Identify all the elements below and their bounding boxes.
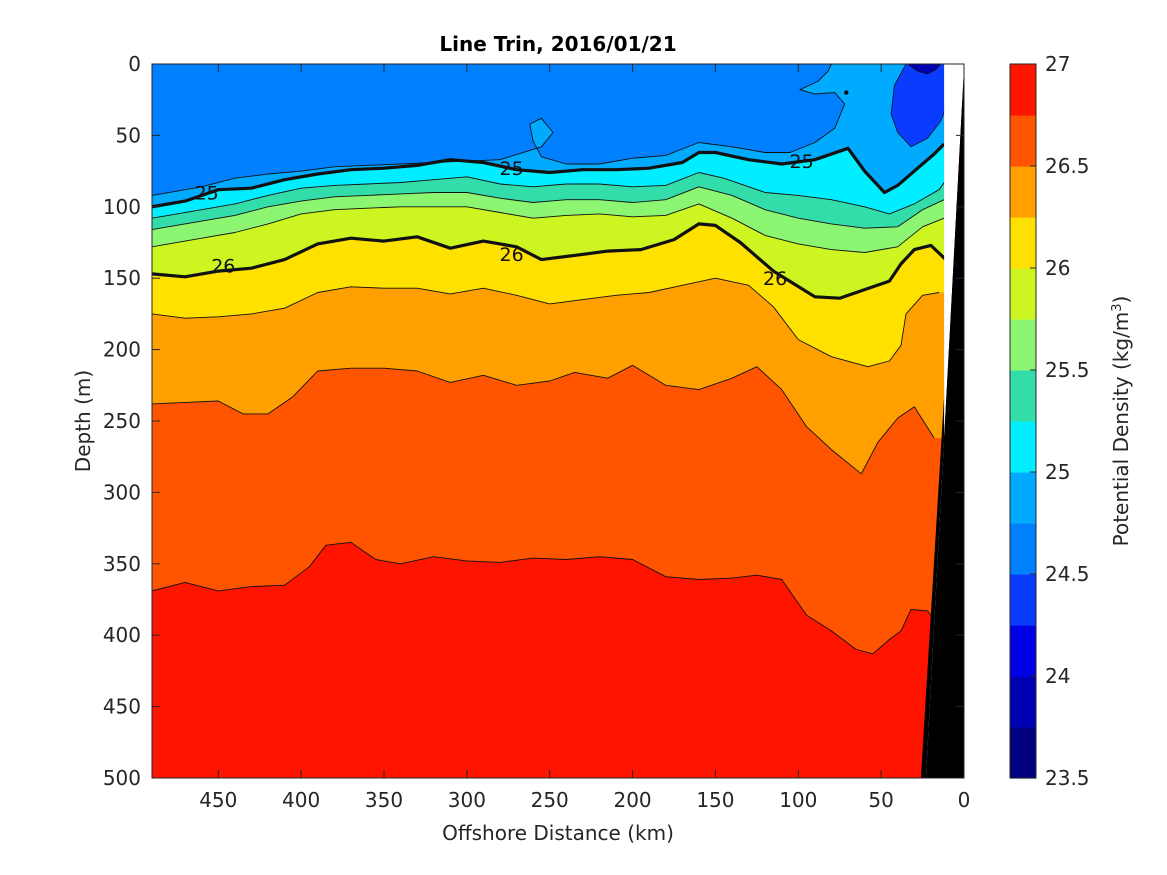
y-tick-label: 0 [128,52,141,76]
colorbar-segment [1010,472,1036,524]
x-tick-label: 250 [531,788,569,812]
chart-title: Line Trin, 2016/01/21 [439,32,676,56]
x-tick-label: 150 [696,788,734,812]
isopycnal-25 [152,142,946,209]
colorbar-segment [1010,166,1036,218]
colorbar-segment [1010,370,1036,422]
y-tick-label: 450 [103,695,141,719]
y-axis-label: Depth (m) [71,370,95,472]
contour-label-25: 25 [195,183,219,205]
x-tick-label: 350 [365,788,403,812]
colorbar-label: Potential Density (kg/m3) [1109,296,1133,547]
colorbar-tick-label: 23.5 [1045,766,1090,790]
x-tick-label: 100 [779,788,817,812]
x-tick-label: 200 [613,788,651,812]
colorbar-segment [1010,64,1036,116]
isopycnal-26.25 [152,277,940,368]
colorbar-tick-label: 24.5 [1045,562,1090,586]
isopycnal-26 [152,222,949,300]
colorbar-ticks: 23.5 24 24.5 25 25.5 26 26.5 27 [1030,52,1090,790]
contour-label-26: 26 [763,268,787,290]
colorbar-frame [1009,63,1037,779]
y-axis: 0 50 100 150 200 250 300 350 400 450 500 [103,52,964,790]
x-tick-label: 300 [448,788,486,812]
colorbar-label-superscript: 3 [1110,303,1125,311]
x-tick-label: 400 [282,788,320,812]
colorbar-tick-label: 27 [1045,52,1070,76]
isopycnal-26.75 [152,541,940,655]
colorbar-segment [1010,625,1036,677]
colorbar-tick-label: 25.5 [1045,358,1090,382]
colorbar-tick-label: 26.5 [1045,154,1090,178]
isopycnal-25.5 [152,186,948,231]
colorbar-segment [1010,574,1036,626]
colorbar-segment [1010,727,1036,779]
colorbar-segment [1010,676,1036,728]
plot-area [152,64,964,778]
x-tick-label: 0 [958,788,971,812]
isopycnal-24.75 [152,64,846,196]
density-band-23.75 [907,64,942,75]
colorbar-segment [1010,217,1036,269]
y-tick-label: 150 [103,266,141,290]
y-tick-label: 50 [116,123,141,147]
colorbar-segment [1010,523,1036,575]
colorbar [1009,63,1037,779]
colorbar-segment [1010,115,1036,167]
no-data-gap [925,64,964,778]
y-tick-label: 300 [103,480,141,504]
colorbar-tick-label: 26 [1045,256,1070,280]
density-band-26.75 [152,542,964,778]
y-tick-label: 400 [103,623,141,647]
contour-point [844,90,849,95]
colorbar-tick-label: 24 [1045,664,1070,688]
y-tick-label: 200 [103,338,141,362]
colorbar-tick-label: 25 [1045,460,1070,484]
bathymetry-wedge [925,68,964,778]
colorbar-label-suffix: ) [1109,296,1133,304]
contour-label-26: 26 [211,255,235,277]
y-tick-label: 350 [103,552,141,576]
y-tick-label: 250 [103,409,141,433]
colorbar-segment [1010,421,1036,473]
x-tick-label: 50 [868,788,893,812]
isopycnal-25.25 [152,172,948,219]
isopycnal-26.5 [152,364,935,475]
contour-label-26: 26 [500,244,524,266]
isopycnal-25.75 [152,203,945,253]
contour-labels: 25 25 25 26 26 26 [195,151,814,290]
x-tick-label: 450 [199,788,237,812]
contour-label-25: 25 [500,158,524,180]
y-tick-label: 500 [103,766,141,790]
x-axis-label: Offshore Distance (km) [442,821,674,845]
colorbar-segment [1010,319,1036,371]
contour-label-25: 25 [790,151,814,173]
colorbar-label-main: Potential Density (kg/m [1109,312,1133,547]
y-tick-label: 100 [103,195,141,219]
x-axis: 450 400 350 300 250 200 150 100 50 0 [199,64,970,812]
colorbar-segment [1010,268,1036,320]
